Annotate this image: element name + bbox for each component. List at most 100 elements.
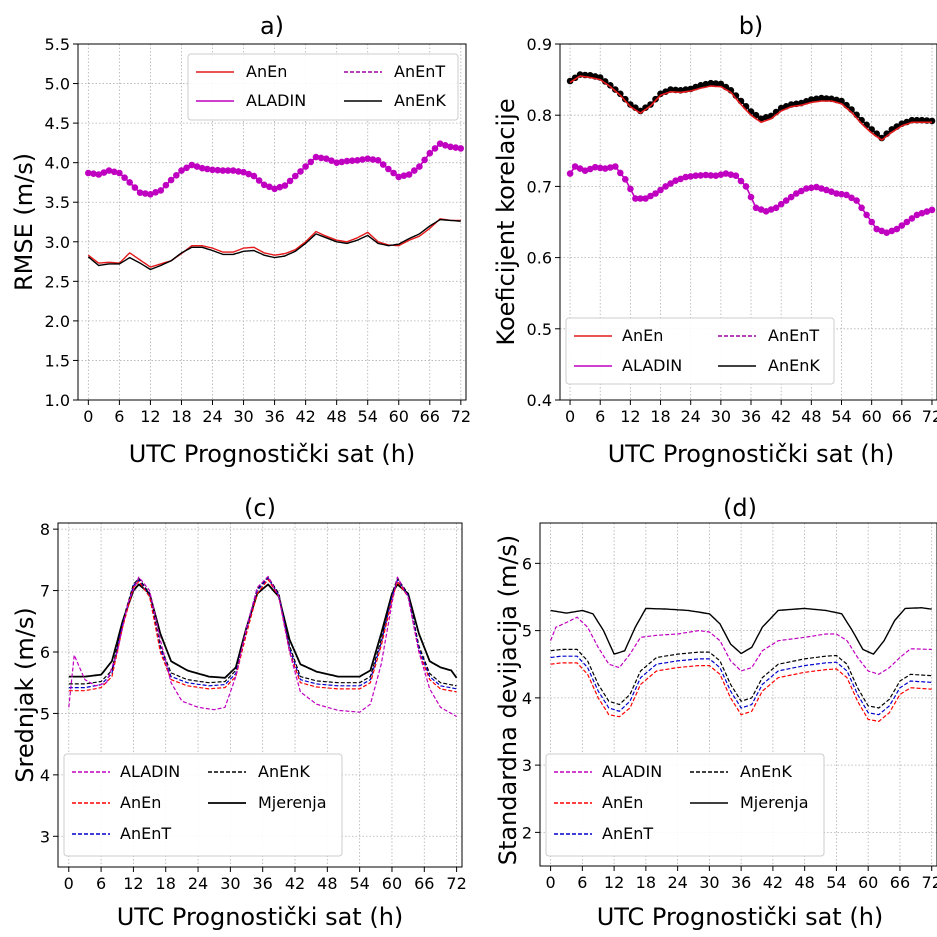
data-point-aladin xyxy=(359,156,366,163)
x-tick-label: 0 xyxy=(83,407,93,426)
data-point-aladin xyxy=(878,227,885,235)
legend-label-anenk: AnEnK xyxy=(394,91,446,110)
panel-d-yticks: 2 3 4 5 6 xyxy=(522,554,540,842)
data-point-aladin xyxy=(883,229,890,236)
data-point-aladin xyxy=(193,163,201,170)
legend-label-anen: AnEn xyxy=(622,326,663,345)
data-point-anenk xyxy=(813,95,820,103)
data-point-aladin xyxy=(105,167,113,174)
panel-c-series xyxy=(68,575,458,718)
x-tick-label: 6 xyxy=(114,407,124,426)
y-tick-label: 5.5 xyxy=(45,35,70,54)
panel-a-frame xyxy=(77,43,467,401)
legend-label-mjerenja: Mjerenja xyxy=(740,793,809,812)
data-point-aladin xyxy=(893,225,901,233)
data-point-aladin xyxy=(302,163,309,170)
y-tick-label: 0.8 xyxy=(527,106,552,125)
legend-label-anenk: AnEnK xyxy=(740,762,792,781)
panel-c-yticks: 3 4 5 6 7 8 xyxy=(40,520,58,846)
series-line-aladin xyxy=(550,616,932,675)
panel-a-xticks: 0 6 12 18 24 30 36 42 48 54 60 66 72 xyxy=(83,400,471,426)
panel-b-ylabel: Koeficijent korelacije xyxy=(492,98,520,345)
data-point-anenk xyxy=(707,79,715,87)
data-point-anenk xyxy=(566,77,574,85)
legend-label-anent: AnEnT xyxy=(394,62,445,81)
data-point-aladin xyxy=(452,144,460,151)
x-tick-label: 72 xyxy=(922,407,937,426)
data-point-aladin xyxy=(637,195,644,202)
panel-c-title: (c) xyxy=(244,494,276,522)
x-tick-label: 60 xyxy=(382,874,402,893)
data-point-aladin xyxy=(617,169,624,177)
series-line-anent xyxy=(68,577,457,690)
data-point-anenk xyxy=(823,95,830,102)
x-tick-label: 48 xyxy=(794,873,814,892)
data-point-aladin xyxy=(292,172,299,180)
data-point-aladin xyxy=(173,172,180,179)
panel-c: (c) 3 4 5 6 7 8 0 6 12 18 24 30 36 42 48 54 60 66 72 UTC … xyxy=(11,494,467,931)
series-line-anenk xyxy=(550,648,932,709)
data-point-aladin xyxy=(136,189,144,196)
data-point-aladin xyxy=(219,167,227,174)
data-point-aladin xyxy=(431,145,439,152)
data-point-aladin xyxy=(923,208,931,215)
data-point-aladin xyxy=(928,206,936,214)
data-point-aladin xyxy=(90,170,97,177)
y-tick-label: 6 xyxy=(40,643,50,662)
y-tick-label: 1.5 xyxy=(45,351,70,370)
data-point-aladin xyxy=(390,169,397,177)
y-tick-label: 5 xyxy=(40,704,50,723)
data-point-aladin xyxy=(317,154,325,162)
panel-d-legend-box xyxy=(545,753,825,857)
data-point-aladin xyxy=(752,204,760,212)
data-point-aladin xyxy=(348,157,356,164)
x-tick-label: 42 xyxy=(763,873,783,892)
panel-d-frame xyxy=(539,522,937,867)
y-tick-label: 0.9 xyxy=(527,35,552,54)
legend-label-aladin: ALADIN xyxy=(246,91,306,110)
data-point-aladin xyxy=(178,167,185,174)
x-tick-label: 30 xyxy=(220,874,240,893)
data-point-aladin xyxy=(843,191,850,199)
data-point-aladin xyxy=(868,218,875,226)
x-tick-label: 48 xyxy=(801,407,821,426)
legend-label-anent: AnEnT xyxy=(602,824,653,843)
data-point-aladin xyxy=(873,225,880,233)
data-point-aladin xyxy=(632,195,639,202)
data-point-aladin xyxy=(737,177,745,185)
x-tick-label: 18 xyxy=(171,407,191,426)
legend-label-aladin: ALADIN xyxy=(622,356,682,375)
y-tick-label: 0.4 xyxy=(527,391,552,410)
x-tick-label: 30 xyxy=(711,407,731,426)
y-tick-label: 2 xyxy=(522,823,532,842)
legend-label-anen: AnEn xyxy=(602,793,643,812)
x-tick-label: 24 xyxy=(681,407,701,426)
data-point-anenk xyxy=(612,86,619,93)
x-tick-label: 42 xyxy=(295,407,315,426)
x-tick-label: 24 xyxy=(188,874,208,893)
data-point-aladin xyxy=(627,185,634,193)
data-point-aladin xyxy=(162,181,170,189)
x-tick-label: 6 xyxy=(96,874,106,893)
y-tick-label: 3 xyxy=(522,756,532,775)
y-tick-label: 4 xyxy=(40,766,50,785)
y-tick-label: 1.0 xyxy=(45,391,70,410)
x-tick-label: 66 xyxy=(414,874,434,893)
data-point-aladin xyxy=(323,155,330,162)
x-tick-label: 48 xyxy=(326,407,346,426)
legend-label-anent: AnEnT xyxy=(768,326,819,345)
panel-c-xlabel: UTC Prognostički sat (h) xyxy=(117,903,404,931)
data-point-aladin xyxy=(255,177,263,184)
data-point-aladin xyxy=(762,208,770,215)
series-line-anen xyxy=(569,75,932,141)
data-point-anenk xyxy=(652,95,659,103)
data-point-aladin xyxy=(395,173,403,181)
legend-label-mjerenja: Mjerenja xyxy=(258,793,327,812)
x-tick-label: 54 xyxy=(349,874,369,893)
data-point-aladin xyxy=(405,171,413,178)
y-tick-label: 0.6 xyxy=(527,249,552,268)
data-point-aladin xyxy=(95,171,102,178)
series-line-anen xyxy=(68,578,457,693)
data-point-aladin xyxy=(596,164,604,172)
panel-b-title: b) xyxy=(739,12,764,40)
